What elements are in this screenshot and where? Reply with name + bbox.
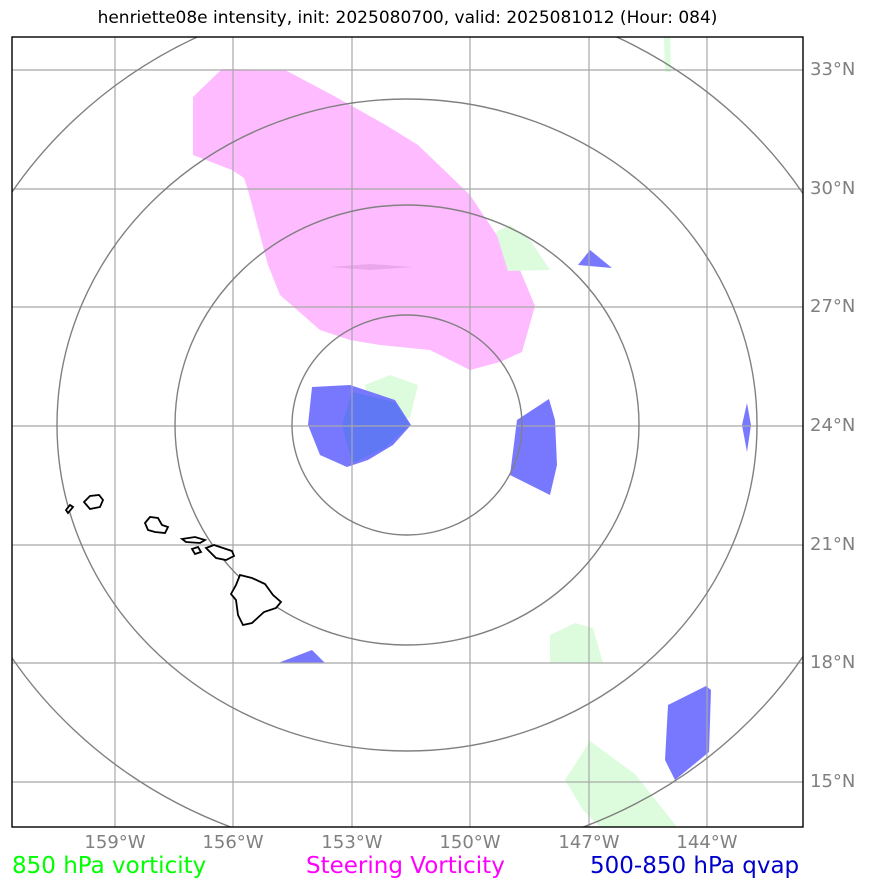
island-molokai bbox=[179, 536, 208, 544]
legend-steering-vorticity: Steering Vorticity bbox=[306, 853, 505, 879]
vorticity-850-area bbox=[664, 37, 671, 72]
lon-label-147w: 147°W bbox=[558, 832, 620, 853]
lon-label-156w: 156°W bbox=[202, 832, 264, 853]
distance-rings bbox=[12, 37, 803, 827]
qvap-area bbox=[278, 650, 325, 663]
lat-label-18n: 18°N bbox=[810, 652, 856, 673]
steering-vorticity-streak bbox=[330, 264, 412, 270]
qvap-area bbox=[510, 399, 557, 495]
lon-gridlines bbox=[114, 37, 708, 827]
lon-label-159w: 159°W bbox=[84, 832, 146, 853]
island-maui bbox=[204, 544, 236, 561]
lon-label-150w: 150°W bbox=[439, 832, 501, 853]
island-kauai bbox=[82, 494, 105, 510]
vorticity-850-area bbox=[550, 623, 603, 663]
lat-label-24n: 24°N bbox=[810, 415, 856, 436]
lon-label-144w: 144°W bbox=[676, 832, 738, 853]
map-frame bbox=[11, 36, 804, 828]
qvap-area bbox=[578, 250, 612, 268]
lat-gridlines bbox=[12, 69, 803, 783]
island-niihau bbox=[64, 503, 75, 515]
qvap-area bbox=[742, 403, 751, 452]
hawaii-coastline bbox=[64, 494, 283, 627]
legend-850-vorticity: 850 hPa vorticity bbox=[12, 853, 207, 879]
island-oahu bbox=[143, 516, 170, 534]
lat-label-15n: 15°N bbox=[810, 771, 856, 792]
lat-label-30n: 30°N bbox=[810, 178, 856, 199]
qvap-area bbox=[665, 686, 711, 780]
island-lanai bbox=[190, 545, 203, 556]
map-title: henriette08e intensity, init: 2025080700… bbox=[97, 8, 718, 28]
island-hawaii bbox=[229, 573, 283, 627]
lat-label-27n: 27°N bbox=[810, 296, 856, 317]
vorticity-850-area bbox=[565, 741, 677, 827]
lon-label-153w: 153°W bbox=[321, 832, 383, 853]
legend-qvap: 500-850 hPa qvap bbox=[590, 853, 800, 879]
steering-vorticity-area bbox=[193, 69, 535, 370]
lat-label-21n: 21°N bbox=[810, 534, 856, 555]
lat-label-33n: 33°N bbox=[810, 59, 856, 80]
vorticity-850-area bbox=[496, 225, 550, 271]
qvap-area bbox=[342, 392, 410, 463]
